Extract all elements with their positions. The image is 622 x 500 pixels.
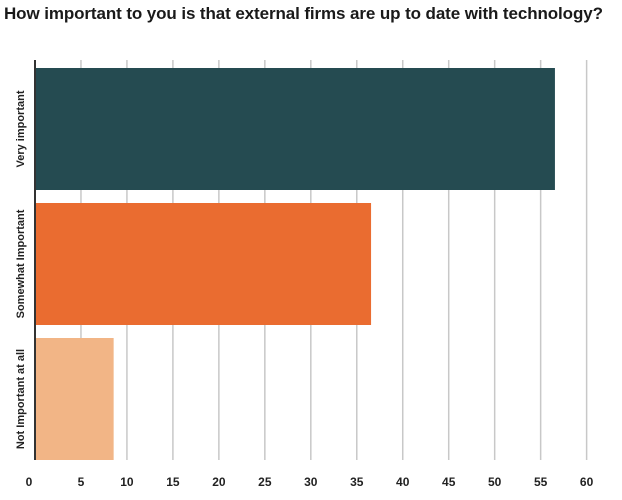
x-tick-label-40: 40: [396, 475, 410, 489]
x-tick-label-60: 60: [580, 475, 594, 489]
x-tick-label-50: 50: [488, 475, 502, 489]
x-tick-label-0: 0: [26, 475, 33, 489]
x-tick-label-25: 25: [258, 475, 272, 489]
x-tick-label-45: 45: [442, 475, 456, 489]
x-tick-label-30: 30: [304, 475, 318, 489]
bars: [35, 68, 555, 460]
x-tick-label-10: 10: [120, 475, 134, 489]
x-tick-label-55: 55: [534, 475, 548, 489]
category-label-1: Very important: [15, 90, 27, 167]
x-tick-label-5: 5: [78, 475, 85, 489]
x-tick-labels: 0 5 10 15 20 25 30 35 40 45 50 55 60: [26, 475, 594, 489]
bar-3: [35, 338, 114, 460]
category-label-2: Somewhat Important: [15, 209, 27, 318]
category-label-3: Not Important at all: [15, 349, 27, 449]
x-tick-label-15: 15: [166, 475, 180, 489]
x-tick-label-20: 20: [212, 475, 226, 489]
bar-2: [35, 203, 372, 325]
bar-1: [35, 68, 555, 190]
chart-title: How important to you is that external fi…: [4, 4, 603, 23]
x-tick-label-35: 35: [350, 475, 364, 489]
category-labels: Very important Somewhat Important Not Impo…: [15, 90, 27, 449]
